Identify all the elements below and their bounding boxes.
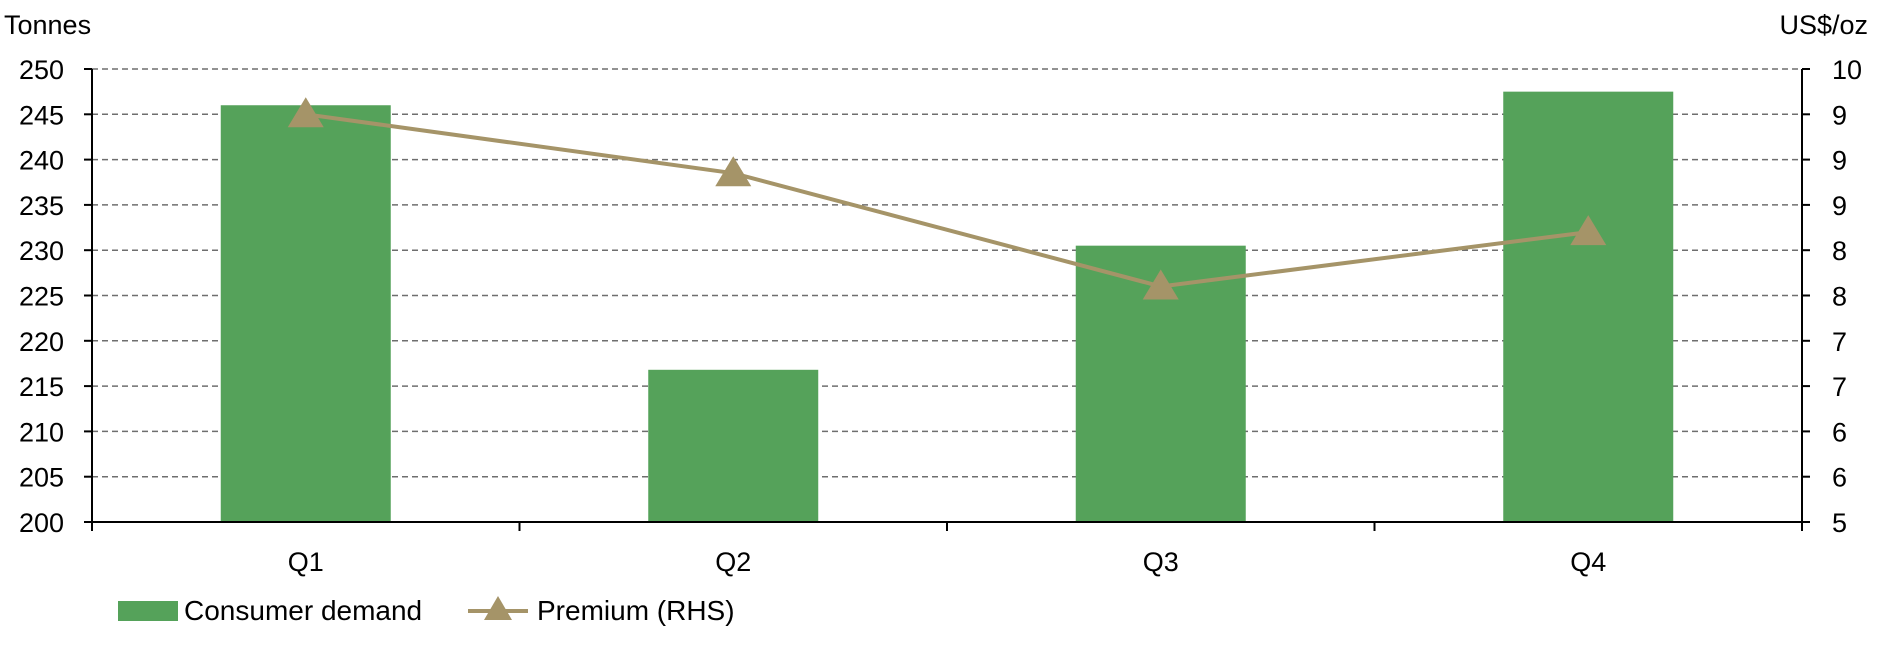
legend-swatch-consumer-demand xyxy=(118,601,178,621)
right-tick-label: 9 xyxy=(1832,100,1847,130)
right-axis-ticks: 5 6 6 7 7 8 8 9 9 9 10 xyxy=(1802,55,1862,538)
legend: Consumer demand Premium (RHS) xyxy=(118,595,735,626)
category-axis-ticks: Q1 Q2 Q3 Q4 xyxy=(91,522,1803,577)
line-layer xyxy=(287,97,1607,300)
left-tick-label: 225 xyxy=(19,282,64,312)
right-tick-label: 7 xyxy=(1832,327,1847,357)
category-label-q2: Q2 xyxy=(715,547,751,577)
left-tick-label: 205 xyxy=(19,463,64,493)
right-tick-label: 8 xyxy=(1832,236,1847,266)
bar-q2 xyxy=(648,369,819,522)
premium-marker-q3 xyxy=(1142,269,1179,300)
premium-line xyxy=(305,112,1589,289)
category-label-q1: Q1 xyxy=(288,547,324,577)
left-tick-label: 210 xyxy=(19,417,64,447)
left-tick-label: 235 xyxy=(19,191,64,221)
premium-marker-q1 xyxy=(287,97,324,128)
right-tick-label: 9 xyxy=(1832,191,1847,221)
left-tick-label: 200 xyxy=(19,508,64,538)
right-tick-label: 7 xyxy=(1832,372,1847,402)
bars-layer xyxy=(220,91,1674,523)
left-tick-label: 220 xyxy=(19,327,64,357)
left-axis-ticks: 200 205 210 215 220 225 230 235 240 245 250 xyxy=(19,55,92,538)
left-axis-unit-label: Tonnes xyxy=(4,10,91,40)
left-tick-label: 245 xyxy=(19,100,64,130)
right-tick-label: 5 xyxy=(1832,508,1847,538)
bar-q4 xyxy=(1503,91,1674,523)
right-axis-unit-label: US$/oz xyxy=(1779,10,1868,40)
left-tick-label: 250 xyxy=(19,55,64,85)
right-tick-label: 6 xyxy=(1832,417,1847,447)
legend-label-consumer-demand: Consumer demand xyxy=(184,595,422,626)
left-tick-label: 215 xyxy=(19,372,64,402)
category-label-q3: Q3 xyxy=(1143,547,1179,577)
legend-label-premium: Premium (RHS) xyxy=(537,595,735,626)
legend-swatch-premium-marker xyxy=(484,596,512,620)
category-label-q4: Q4 xyxy=(1570,547,1606,577)
right-tick-label: 6 xyxy=(1832,463,1847,493)
right-tick-label: 10 xyxy=(1832,55,1862,85)
bar-q1 xyxy=(220,105,391,523)
premium-marker-q4 xyxy=(1570,215,1607,246)
left-tick-label: 230 xyxy=(19,236,64,266)
right-tick-label: 8 xyxy=(1832,282,1847,312)
left-tick-label: 240 xyxy=(19,146,64,176)
premium-marker-q2 xyxy=(715,156,752,187)
right-tick-label: 9 xyxy=(1832,146,1847,176)
